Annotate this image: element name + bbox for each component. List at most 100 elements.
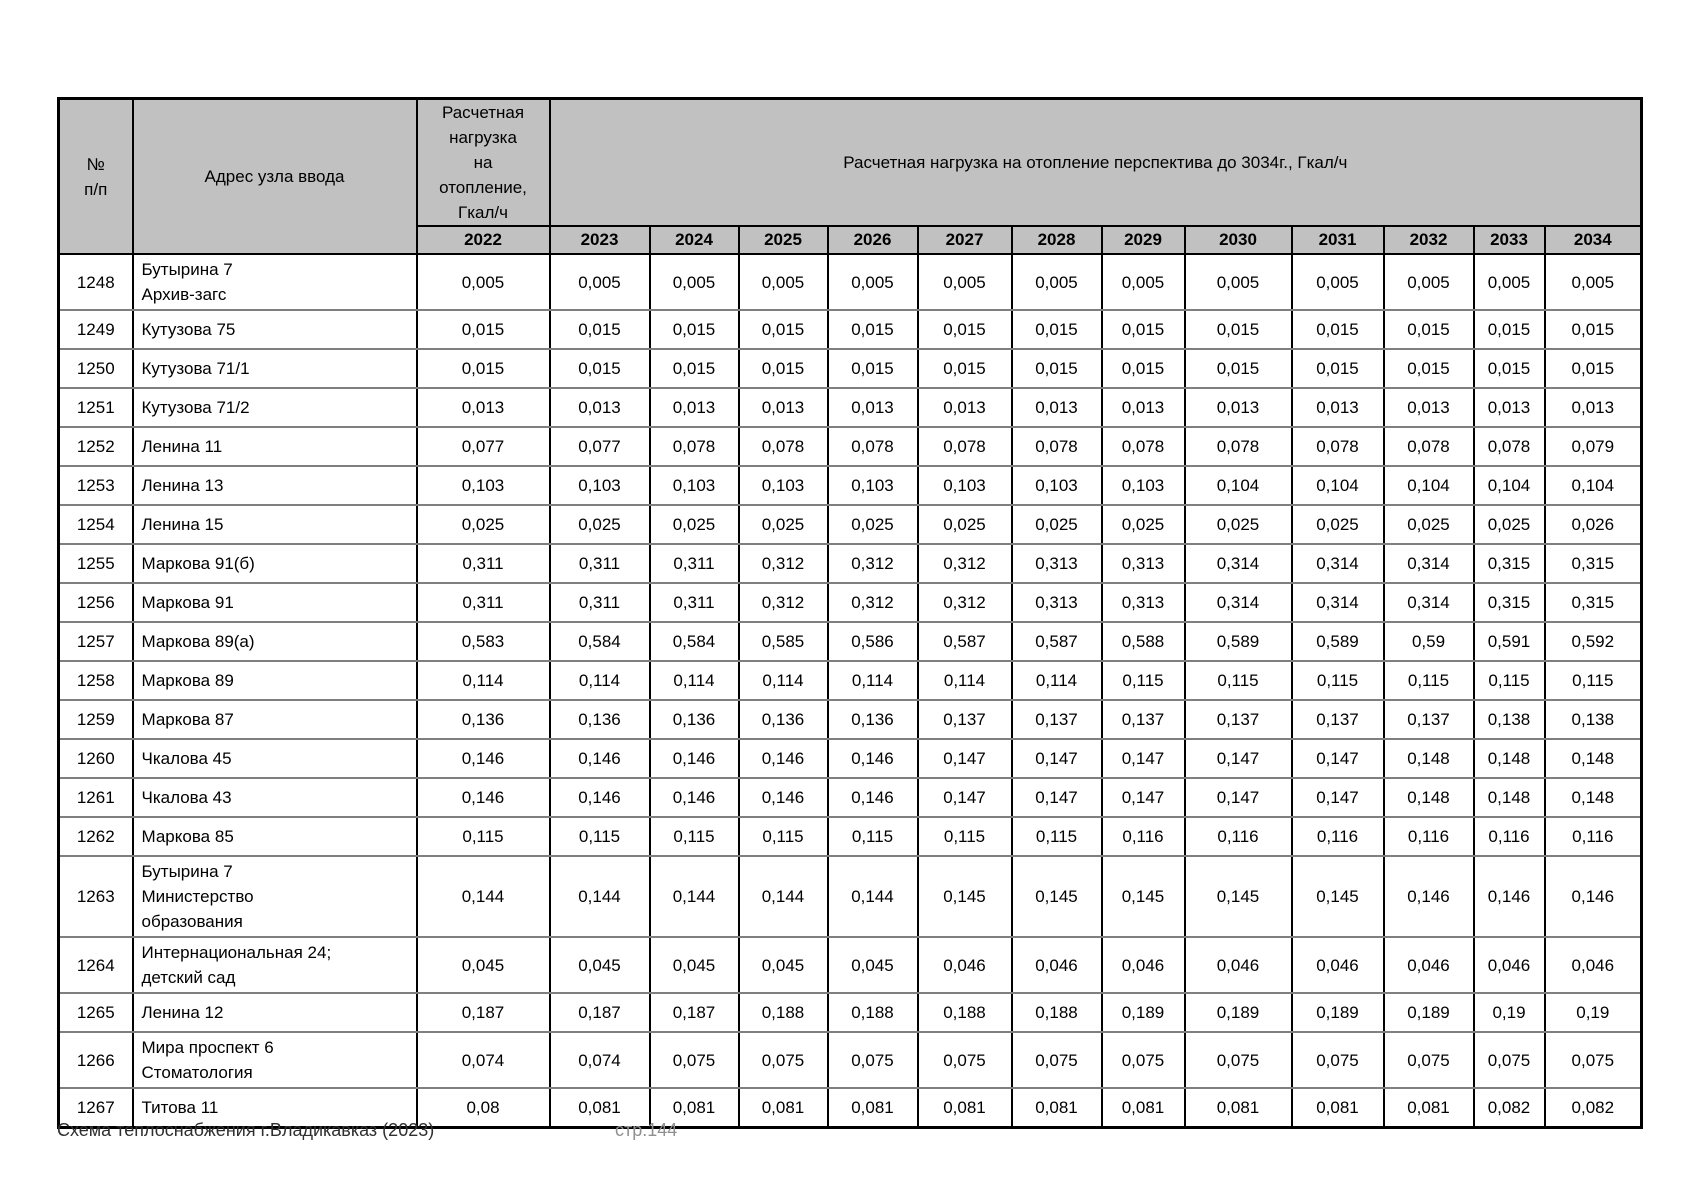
row-number-cell: 1248 (57, 253, 134, 311)
value-cell: 0,312 (916, 543, 1013, 584)
value-cell: 0,187 (648, 992, 740, 1033)
value-cell: 0,116 (1100, 816, 1186, 857)
value-cell: 0,148 (1382, 738, 1475, 779)
value-cell: 0,005 (737, 253, 829, 311)
row-number-cell: 1254 (57, 504, 134, 545)
value-cell: 0,013 (916, 387, 1013, 428)
value-cell: 0,313 (1010, 582, 1103, 623)
value-cell: 0,015 (1382, 309, 1475, 350)
year-header: 2025 (737, 225, 829, 255)
value-cell: 0,015 (826, 348, 919, 389)
value-cell: 0,147 (1290, 738, 1385, 779)
value-cell: 0,588 (1100, 621, 1186, 662)
table-row: 1262 Маркова 85 0,115 0,115 0,115 0,115 0,115 0… (57, 816, 1643, 857)
value-cell: 0,081 (548, 1087, 651, 1129)
value-cell: 0,589 (1183, 621, 1293, 662)
row-number-cell: 1249 (57, 309, 134, 350)
value-cell: 0,104 (1290, 465, 1385, 506)
value-cell: 0,136 (826, 699, 919, 740)
value-cell: 0,587 (916, 621, 1013, 662)
value-cell: 0,005 (1010, 253, 1103, 311)
value-cell: 0,144 (826, 855, 919, 938)
value-cell: 0,082 (1543, 1087, 1643, 1129)
table-row: 1257 Маркова 89(а) 0,583 0,584 0,584 0,585 0,5… (57, 621, 1643, 662)
value-cell: 0,015 (826, 309, 919, 350)
value-cell: 0,137 (1010, 699, 1103, 740)
year-header: 2033 (1472, 225, 1546, 255)
footer-page-number: стр.144 (615, 1120, 678, 1140)
year-header: 2029 (1100, 225, 1186, 255)
value-cell: 0,115 (415, 816, 551, 857)
value-cell: 0,013 (1543, 387, 1643, 428)
table-row: 1264 Интернациональная 24; детский сад 0,0… (57, 936, 1643, 994)
value-cell: 0,312 (826, 543, 919, 584)
value-cell: 0,313 (1100, 543, 1186, 584)
value-cell: 0,075 (1382, 1031, 1475, 1089)
value-cell: 0,078 (1472, 426, 1546, 467)
value-cell: 0,188 (826, 992, 919, 1033)
value-cell: 0,147 (1183, 777, 1293, 818)
value-cell: 0,146 (737, 777, 829, 818)
value-cell: 0,075 (648, 1031, 740, 1089)
value-cell: 0,015 (1290, 309, 1385, 350)
address-cell: Ленина 13 (131, 465, 418, 506)
value-cell: 0,013 (1010, 387, 1103, 428)
value-cell: 0,025 (1472, 504, 1546, 545)
value-cell: 0,013 (1472, 387, 1546, 428)
value-cell: 0,005 (548, 253, 651, 311)
address-cell: Бутырина 7 Архив-загс (131, 253, 418, 311)
value-cell: 0,025 (1183, 504, 1293, 545)
value-cell: 0,137 (916, 699, 1013, 740)
value-cell: 0,146 (737, 738, 829, 779)
value-cell: 0,313 (1100, 582, 1186, 623)
value-cell: 0,146 (648, 777, 740, 818)
value-cell: 0,584 (548, 621, 651, 662)
value-cell: 0,187 (415, 992, 551, 1033)
table-header: № п/п Адрес узла ввода Расчетная нагрузк… (57, 97, 1643, 255)
value-cell: 0,189 (1382, 992, 1475, 1033)
value-cell: 0,189 (1100, 992, 1186, 1033)
value-cell: 0,046 (1382, 936, 1475, 994)
value-cell: 0,314 (1183, 543, 1293, 584)
value-cell: 0,136 (548, 699, 651, 740)
value-cell: 0,013 (1100, 387, 1186, 428)
value-cell: 0,078 (1100, 426, 1186, 467)
value-cell: 0,013 (548, 387, 651, 428)
value-cell: 0,147 (1100, 738, 1186, 779)
value-cell: 0,025 (826, 504, 919, 545)
value-cell: 0,115 (737, 816, 829, 857)
value-cell: 0,081 (1382, 1087, 1475, 1129)
year-header: 2022 (415, 225, 551, 255)
value-cell: 0,045 (826, 936, 919, 994)
value-cell: 0,147 (1010, 738, 1103, 779)
value-cell: 0,586 (826, 621, 919, 662)
address-cell: Маркова 89(а) (131, 621, 418, 662)
value-cell: 0,025 (648, 504, 740, 545)
value-cell: 0,078 (1010, 426, 1103, 467)
value-cell: 0,015 (548, 309, 651, 350)
value-cell: 0,311 (648, 543, 740, 584)
row-number-cell: 1262 (57, 816, 134, 857)
year-header: 2027 (916, 225, 1013, 255)
value-cell: 0,312 (737, 543, 829, 584)
value-cell: 0,079 (1543, 426, 1643, 467)
value-cell: 0,311 (548, 543, 651, 584)
year-header: 2023 (548, 225, 651, 255)
value-cell: 0,103 (648, 465, 740, 506)
value-cell: 0,114 (648, 660, 740, 701)
value-cell: 0,013 (415, 387, 551, 428)
table-row: 1258 Маркова 89 0,114 0,114 0,114 0,114 0,114 0… (57, 660, 1643, 701)
value-cell: 0,045 (415, 936, 551, 994)
table-row: 1263 Бутырина 7 Министерство образования 0… (57, 855, 1643, 938)
header-row-main: № п/п Адрес узла ввода Расчетная нагрузк… (57, 97, 1643, 255)
address-cell: Кутузова 75 (131, 309, 418, 350)
value-cell: 0,081 (1010, 1087, 1103, 1129)
value-cell: 0,137 (1290, 699, 1385, 740)
address-cell: Кутузова 71/1 (131, 348, 418, 389)
table-row: 1252 Ленина 11 0,077 0,077 0,078 0,078 0,078 0,… (57, 426, 1643, 467)
value-cell: 0,081 (1183, 1087, 1293, 1129)
table-body: 1248 Бутырина 7 Архив-загс 0,005 0,005 0,005… (57, 253, 1643, 1129)
value-cell: 0,078 (826, 426, 919, 467)
value-cell: 0,115 (916, 816, 1013, 857)
value-cell: 0,104 (1543, 465, 1643, 506)
